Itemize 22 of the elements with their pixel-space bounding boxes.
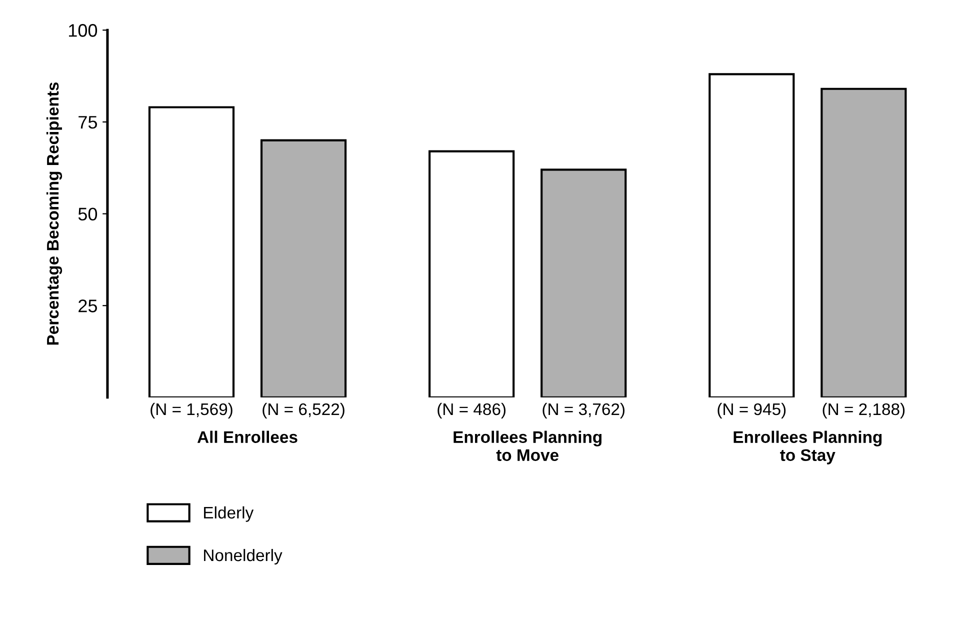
x-tick-label: Enrollees Planning to Stay (734, 430, 882, 464)
y-tick-label: 25 (78, 300, 97, 312)
x-tick-label: All Enrollees (197, 430, 298, 443)
y-axis-title: Percentage Becoming Recipients (46, 82, 62, 345)
text: (N = 2,188) (822, 402, 905, 418)
text: (N = 3,762) (542, 402, 624, 418)
y-tick-label: 50 (78, 208, 98, 220)
bar (260, 139, 347, 398)
text: (N = 486) (438, 402, 506, 418)
bar (148, 106, 235, 398)
bar (428, 150, 515, 398)
bar (820, 88, 907, 398)
legend-label: Nonelderly (204, 548, 282, 564)
text: (N = 945) (718, 402, 786, 418)
legend-label: Elderly (204, 506, 254, 522)
y-tick-label: 100 (69, 24, 98, 37)
x-tick-label: Enrollees Planning to Move (454, 430, 602, 462)
bar (708, 73, 795, 398)
bar (540, 168, 627, 398)
y-tick-label: 75 (78, 116, 97, 129)
text: (N = 6,522) (262, 402, 344, 418)
text: (N = 1,569) (150, 402, 232, 418)
